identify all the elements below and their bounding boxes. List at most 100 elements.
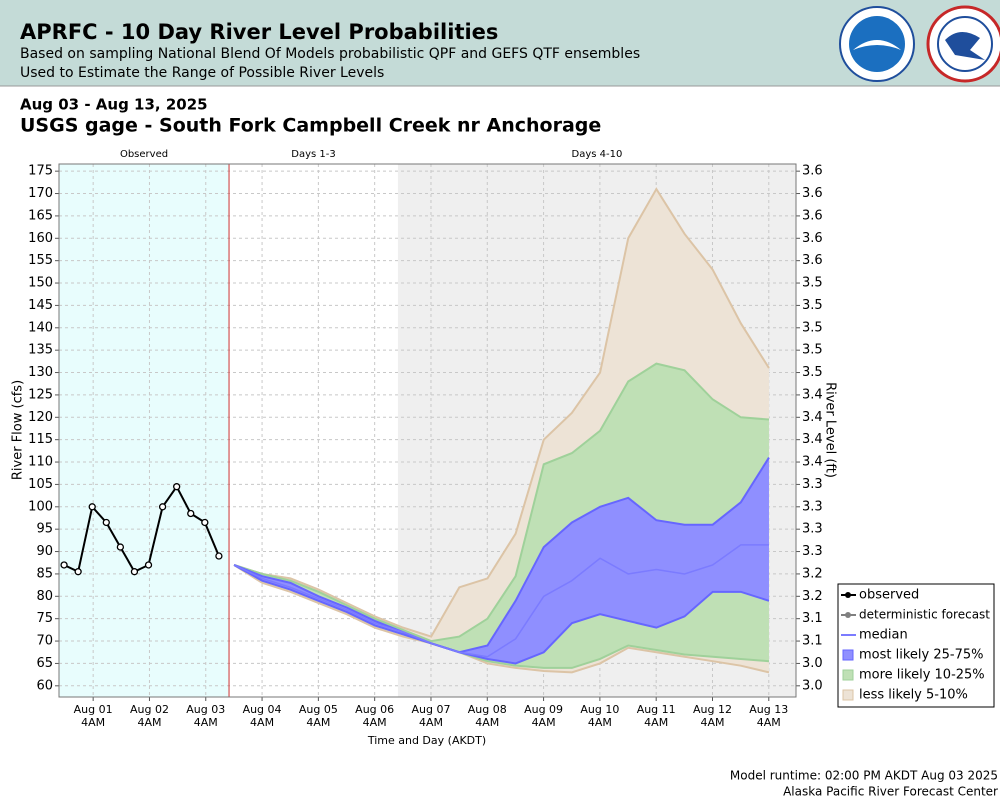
observed-point: [173, 483, 181, 491]
x-tick-label: 4AM: [644, 716, 668, 729]
y2-tick-label: 3.5: [802, 365, 823, 380]
y-tick-label: 130: [28, 365, 53, 380]
footer-center: Alaska Pacific River Forecast Center: [783, 785, 998, 799]
x-tick-label: Aug 07: [411, 703, 450, 716]
x-tick-label: 4AM: [306, 716, 330, 729]
x-tick-label: Aug 01: [74, 703, 113, 716]
header-band: [0, 0, 1000, 86]
y2-tick-label: 3.1: [802, 634, 823, 649]
y-tick-label: 95: [36, 522, 53, 537]
region-label: Days 1-3: [291, 149, 335, 160]
y-tick-label: 150: [28, 276, 53, 291]
x-tick-label: Aug 10: [580, 703, 619, 716]
y2-tick-label: 3.6: [802, 186, 823, 201]
plot-frame: [58, 163, 797, 698]
observed-point: [201, 518, 209, 527]
y2-tick-label: 3.2: [802, 566, 823, 581]
legend: [837, 583, 995, 708]
legend-label: most likely 25-75%: [859, 648, 983, 663]
legend-label: observed: [859, 588, 919, 603]
x-tick-label: 4AM: [137, 716, 161, 729]
x-tick-label: 4AM: [81, 716, 105, 729]
band-edge: [233, 564, 770, 674]
y2-tick-label: 3.4: [802, 387, 823, 402]
y-tick-label: 145: [28, 298, 53, 313]
region: [229, 164, 398, 697]
y2-tick-label: 3.6: [802, 164, 823, 179]
header-subtitle: Used to Estimate the Range of Possible R…: [20, 65, 384, 81]
legend-swatch: [845, 612, 851, 618]
y-tick-label: 120: [28, 410, 53, 425]
y-tick-label: 110: [28, 455, 53, 470]
y2-tick-label: 3.6: [802, 208, 823, 223]
nws-logo: [926, 5, 1000, 83]
legend-label: median: [859, 628, 908, 643]
observed-point: [74, 568, 82, 576]
y-tick-label: 140: [28, 320, 53, 335]
y2-tick-label: 3.5: [802, 276, 823, 291]
band-edge: [233, 564, 770, 665]
region: [59, 164, 230, 697]
y-tick-label: 80: [36, 589, 53, 604]
y2-tick-label: 3.3: [802, 544, 823, 559]
y2-tick-label: 3.5: [802, 343, 823, 358]
y2-tick-label: 3.0: [802, 678, 823, 693]
y-tick-label: 115: [28, 432, 53, 447]
observed-point: [144, 561, 153, 569]
region-label: Days 4-10: [572, 149, 623, 160]
y-tick-label: 85: [36, 566, 53, 581]
y-tick-label: 90: [36, 544, 53, 559]
y2-tick-label: 3.5: [802, 320, 823, 335]
noaa-logo: [839, 6, 915, 82]
y2-tick-label: 3.2: [802, 589, 823, 604]
median-line: [233, 544, 769, 658]
y-tick-label: 160: [28, 231, 53, 246]
y-tick-label: 75: [36, 611, 53, 626]
footer-runtime: Model runtime: 02:00 PM AKDT Aug 03 2025: [730, 769, 998, 783]
y-tick-label: 175: [28, 164, 53, 179]
x-tick-label: 4AM: [532, 716, 556, 729]
y-tick-label: 100: [28, 499, 53, 514]
x-tick-label: 4AM: [363, 716, 387, 729]
y2-tick-label: 3.4: [802, 432, 823, 447]
x-tick-label: 4AM: [757, 716, 781, 729]
y2-tick-label: 3.3: [802, 477, 823, 492]
x-tick-label: Aug 06: [355, 703, 394, 716]
y-tick-label: 65: [36, 656, 53, 671]
header-subtitle: Based on sampling National Blend Of Mode…: [20, 46, 640, 62]
x-tick-label: Aug 09: [524, 703, 563, 716]
y2-tick-label: 3.0: [802, 656, 823, 671]
y-tick-label: 60: [36, 678, 53, 693]
band-area: [234, 457, 769, 664]
y-tick-label: 165: [28, 208, 53, 223]
y2-tick-label: 3.4: [802, 455, 823, 470]
y2-tick-label: 3.5: [802, 298, 823, 313]
band-edge: [233, 362, 770, 643]
y-tick-label: 125: [28, 387, 53, 402]
legend-label: deterministic forecast: [859, 608, 990, 622]
y2-tick-label: 3.6: [802, 231, 823, 246]
y-axis-label: River Flow (cfs): [11, 380, 26, 480]
legend-label: more likely 10-25%: [859, 668, 985, 683]
observed-point: [215, 552, 223, 560]
y-tick-label: 70: [36, 634, 53, 649]
x-tick-label: Aug 11: [637, 703, 676, 716]
band-edge: [233, 457, 770, 654]
x-axis-label: Time and Day (AKDT): [367, 734, 486, 747]
y2-tick-label: 3.4: [802, 410, 823, 425]
legend-swatch: [842, 689, 854, 701]
x-tick-label: Aug 12: [693, 703, 732, 716]
observed-point: [102, 518, 110, 527]
legend-swatch: [842, 649, 854, 661]
legend-label: less likely 5-10%: [859, 688, 968, 703]
observed-point: [187, 509, 195, 518]
observed-point: [158, 503, 167, 511]
region-label: Observed: [120, 149, 168, 160]
y2-tick-label: 3.6: [802, 253, 823, 268]
observed-point: [88, 503, 96, 511]
x-tick-label: 4AM: [250, 716, 274, 729]
observed-point: [116, 543, 125, 551]
x-tick-label: 4AM: [419, 716, 443, 729]
y-tick-label: 105: [28, 477, 53, 492]
